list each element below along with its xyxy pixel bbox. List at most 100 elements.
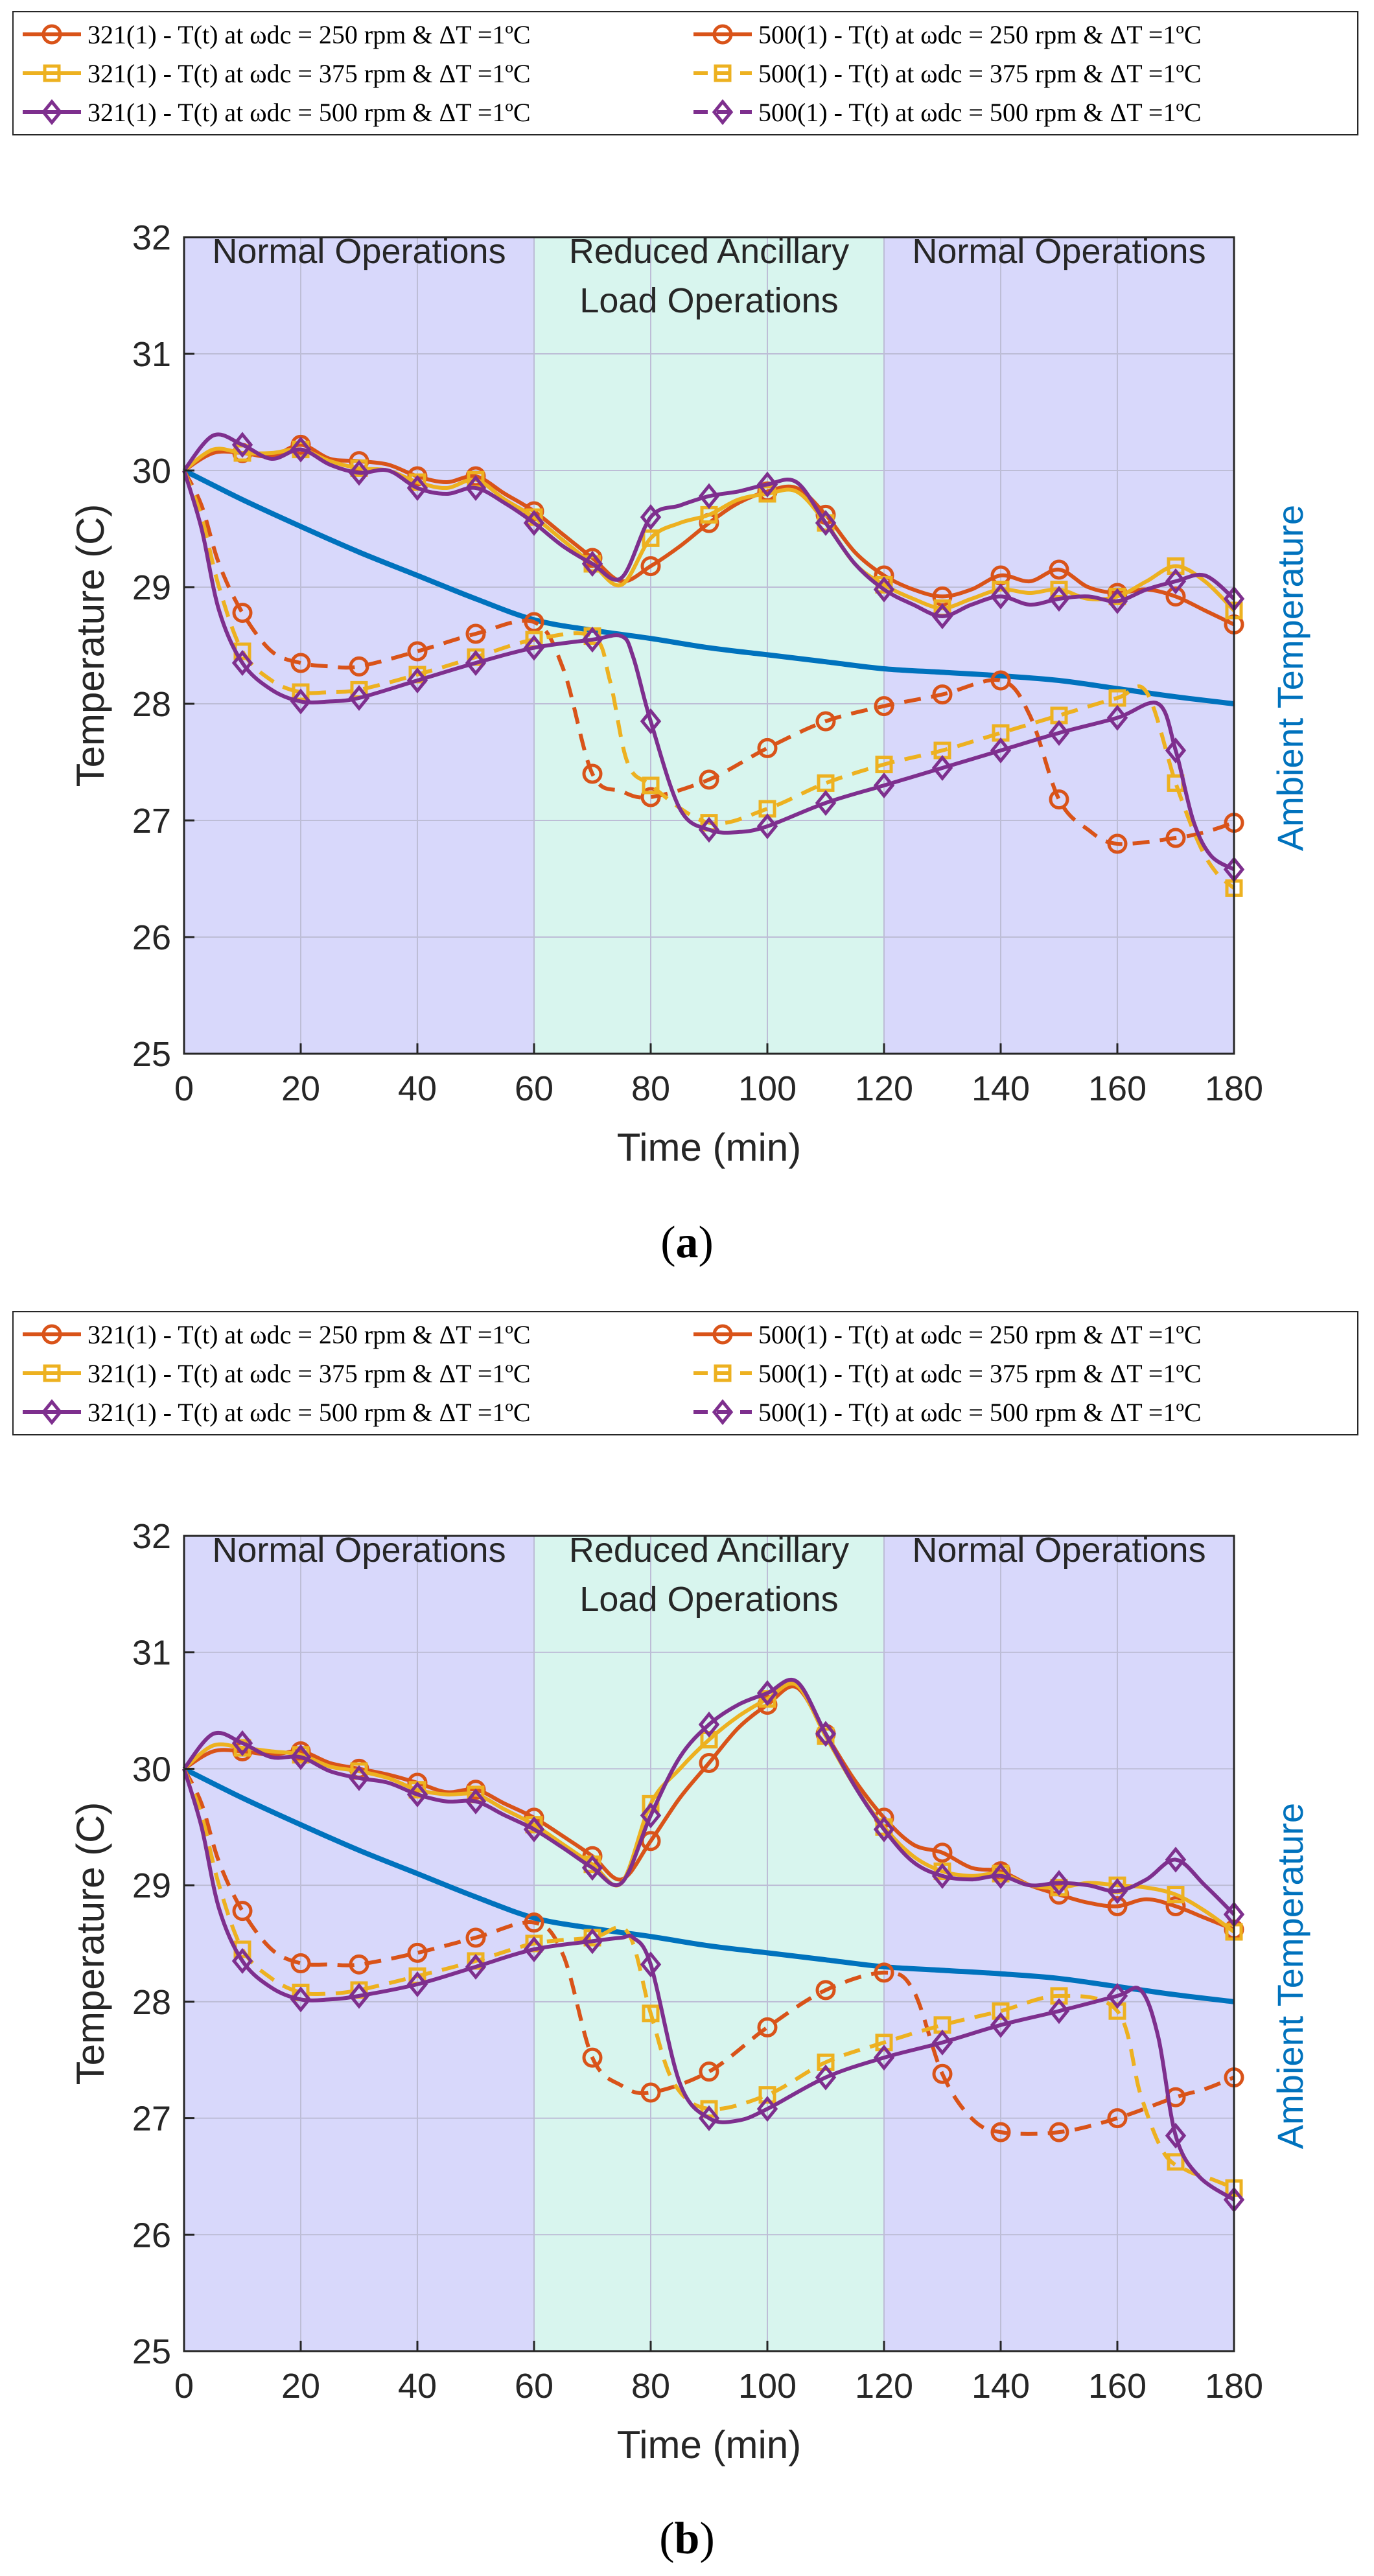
data-point	[756, 471, 778, 498]
region-label: Normal Operations	[212, 232, 506, 271]
legend-entry: 321(1) - T(t) at ωdc = 375 rpm & ΔT =1ºC	[23, 59, 531, 88]
data-point	[990, 737, 1012, 763]
x-tick-label: 80	[631, 2367, 670, 2406]
x-tick-label: 0	[174, 2367, 194, 2406]
series-path	[182, 1678, 1236, 1916]
y-tick-label: 28	[132, 1983, 171, 2022]
data-point	[642, 2004, 660, 2023]
data-point	[465, 1927, 486, 1948]
legend-entry: 321(1) - T(t) at ωdc = 250 rpm & ΔT =1ºC	[23, 20, 531, 49]
legend-label: 321(1) - T(t) at ωdc = 500 rpm & ΔT =1ºC	[87, 1398, 531, 1427]
plot-frame	[183, 236, 1235, 1055]
legend-marker	[712, 1399, 734, 1425]
data-point	[1048, 720, 1070, 746]
data-point	[1167, 1886, 1185, 1904]
y-tick-label: 25	[132, 2332, 171, 2371]
x-tick-label: 180	[1205, 1069, 1263, 1108]
series-line	[183, 468, 1235, 706]
data-point	[873, 2045, 895, 2071]
data-point	[815, 711, 836, 732]
data-point	[290, 653, 311, 673]
y-tick-label: 27	[132, 802, 171, 841]
series-line	[182, 1678, 1245, 1928]
x-tick-label: 120	[855, 1069, 913, 1108]
series-path	[183, 468, 1235, 706]
data-point	[348, 685, 370, 711]
data-point	[698, 2105, 720, 2131]
legend-box	[12, 1311, 1358, 1435]
data-point	[642, 776, 660, 795]
data-point	[1165, 737, 1187, 763]
series-line	[182, 1768, 1245, 2213]
legend-label: 321(1) - T(t) at ωdc = 500 rpm & ΔT =1ºC	[87, 98, 531, 127]
legend: 321(1) - T(t) at ωdc = 250 rpm & ΔT =1ºC…	[12, 11, 1358, 135]
data-point	[406, 1781, 428, 1807]
data-point	[815, 1980, 836, 2001]
x-tick-label: 60	[515, 1069, 553, 1108]
data-point	[698, 817, 720, 843]
data-point	[524, 612, 544, 632]
y-tick-label: 28	[132, 685, 171, 724]
y-tick-label: 30	[132, 1750, 171, 1789]
legend-entry: 321(1) - T(t) at ωdc = 500 rpm & ΔT =1ºC	[23, 98, 531, 127]
x-tick-label: 180	[1205, 2367, 1263, 2406]
data-point	[1165, 2122, 1187, 2149]
y-tick-label: 26	[132, 918, 171, 957]
data-point	[407, 1942, 428, 1963]
legend-entry: 321(1) - T(t) at ωdc = 375 rpm & ΔT =1ºC	[23, 1359, 531, 1388]
caption-close: )	[699, 1218, 714, 1268]
legend-entry: 500(1) - T(t) at ωdc = 375 rpm & ΔT =1ºC	[693, 59, 1202, 88]
legend-entry: 500(1) - T(t) at ωdc = 500 rpm & ΔT =1ºC	[693, 98, 1202, 127]
data-point	[1165, 586, 1186, 607]
data-point	[757, 2017, 778, 2037]
data-point	[815, 2064, 837, 2091]
y-tick-label: 27	[132, 2100, 171, 2139]
data-point	[1106, 588, 1128, 614]
y-tick-label: 29	[132, 568, 171, 607]
data-point	[756, 813, 778, 839]
data-point	[581, 1928, 603, 1955]
data-point	[756, 1680, 778, 1706]
data-point	[990, 2012, 1012, 2038]
data-point	[290, 1744, 312, 1770]
data-point	[348, 459, 370, 486]
data-point	[932, 684, 953, 705]
legend-marker	[41, 24, 62, 45]
x-tick-label: 100	[738, 1069, 797, 1108]
data-point	[523, 1816, 545, 1842]
caption-letter: b	[675, 2514, 700, 2564]
legend-label: 321(1) - T(t) at ωdc = 375 rpm & ΔT =1ºC	[87, 1359, 531, 1388]
data-point	[640, 1802, 662, 1829]
data-point	[349, 656, 369, 677]
chart-b: 321(1) - T(t) at ωdc = 250 rpm & ΔT =1ºC…	[12, 1311, 1358, 2564]
data-point	[640, 787, 661, 807]
data-point	[407, 641, 428, 662]
data-point	[640, 504, 662, 530]
legend-marker	[41, 1324, 62, 1345]
y-tick-label: 25	[132, 1035, 171, 1074]
legend-marker	[712, 1324, 733, 1345]
data-point	[232, 1901, 253, 1921]
data-point	[523, 634, 545, 661]
data-point	[874, 1962, 894, 1983]
data-point	[1048, 1998, 1070, 2025]
legend-marker	[41, 99, 63, 125]
data-point	[1165, 828, 1186, 848]
data-point	[523, 1936, 545, 1962]
data-point	[231, 1730, 253, 1756]
region-label: Reduced Ancillary	[569, 232, 849, 271]
caption-close: )	[699, 2514, 714, 2564]
y-tick-label: 30	[132, 452, 171, 491]
x-tick-label: 60	[515, 2367, 553, 2406]
data-point	[992, 2002, 1010, 2020]
data-point	[873, 1816, 895, 1842]
legend: 321(1) - T(t) at ωdc = 250 rpm & ΔT =1ºC…	[12, 1311, 1358, 1435]
x-tick-label: 120	[855, 2367, 913, 2406]
data-point	[1107, 833, 1128, 854]
data-point	[524, 1912, 544, 1933]
legend-label: 321(1) - T(t) at ωdc = 250 rpm & ΔT =1ºC	[87, 20, 531, 49]
legend-label: 500(1) - T(t) at ωdc = 500 rpm & ΔT =1ºC	[758, 98, 1202, 127]
region-label: Load Operations	[579, 281, 838, 320]
x-tick-label: 0	[174, 1069, 194, 1108]
region-band	[884, 1536, 1234, 2351]
